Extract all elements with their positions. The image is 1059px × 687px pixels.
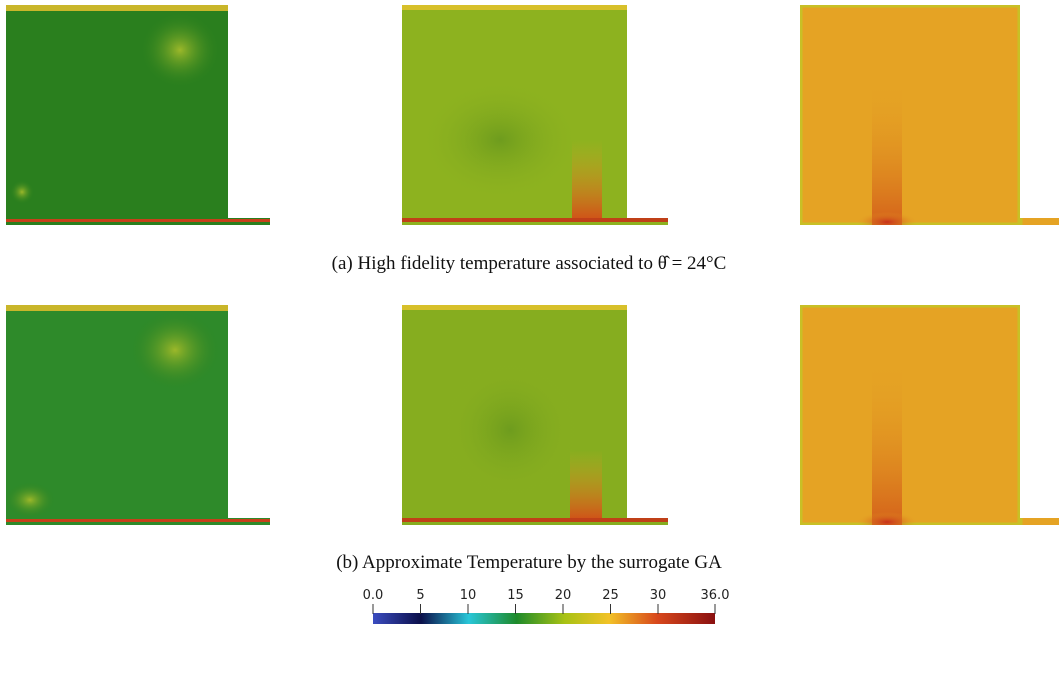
panel-b-3 <box>800 305 1059 525</box>
tick-label: 0.0 <box>363 588 384 603</box>
caption-b: (b) Approximate Temperature by the surro… <box>336 552 722 573</box>
panel-a-3 <box>800 5 1059 225</box>
tick-label: 20 <box>555 588 572 603</box>
tick-label: 15 <box>507 588 524 603</box>
tick-label: 25 <box>602 588 619 603</box>
panel-a-1 <box>6 5 270 225</box>
tick-label: 36.0 <box>701 588 730 603</box>
panel-a-2 <box>402 5 668 225</box>
colorbar <box>373 613 715 624</box>
tick-label: 10 <box>460 588 477 603</box>
panel-b-1 <box>6 305 270 525</box>
tick-label: 5 <box>416 588 424 603</box>
panel-b-2 <box>402 305 668 525</box>
colorbar-ticks: 0.0 5 10 15 20 25 30 36.0 <box>363 588 730 614</box>
tick-label: 30 <box>650 588 667 603</box>
caption-a: (a) High fidelity temperature associated… <box>332 253 727 274</box>
